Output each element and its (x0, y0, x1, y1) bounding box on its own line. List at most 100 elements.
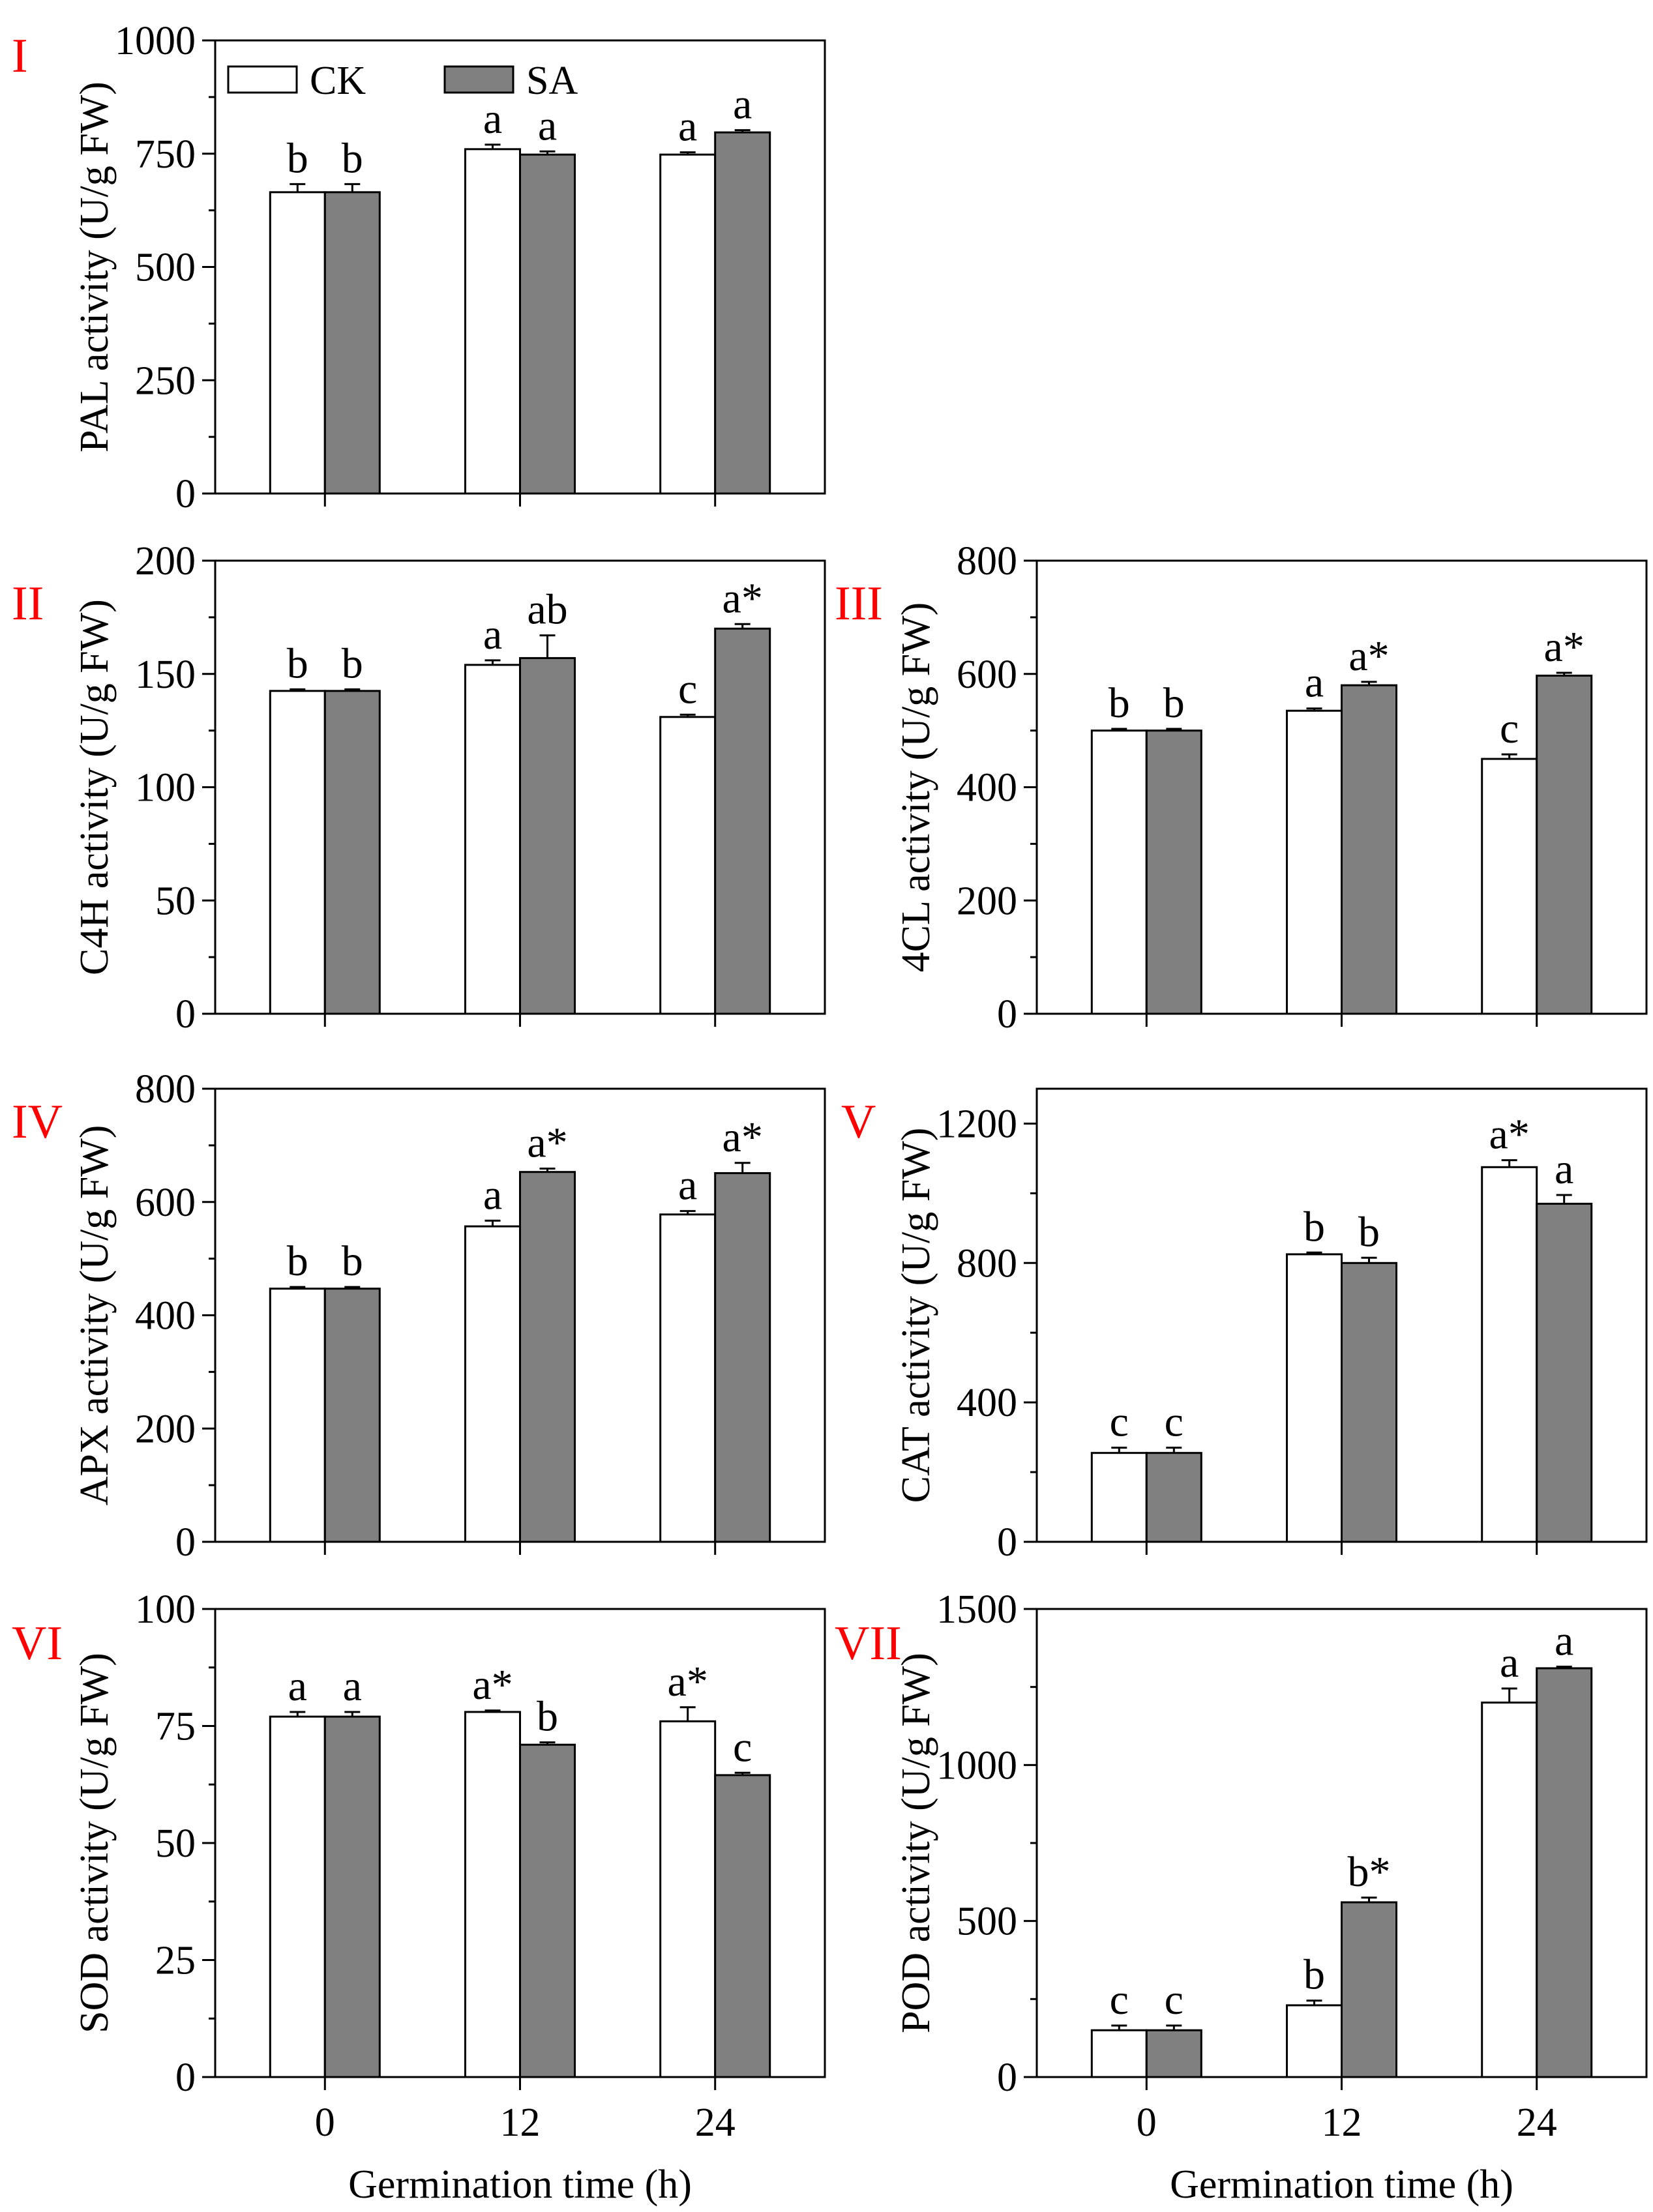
significance-label: b (1109, 679, 1130, 727)
panel-VII: VII 0 500 1000 1500 POD activity (U/g FW) 0 12 2… (835, 1587, 1648, 2207)
y-tick-label: 400 (957, 766, 1017, 810)
significance-label: ab (527, 586, 567, 634)
significance-label: b (1303, 1951, 1325, 1999)
significance-label: a* (1348, 632, 1389, 680)
y-axis-label: 4CL activity (U/g FW) (894, 602, 938, 973)
bar-sa-0 (1145, 2029, 1202, 2078)
significance-label: a (733, 81, 752, 128)
bar-sa-0 (323, 1288, 381, 1543)
significance-label: c (678, 665, 697, 713)
significance-label: c (1110, 1976, 1129, 2024)
bar-sa-12 (1341, 1901, 1397, 2078)
bar-ck-24 (659, 153, 717, 495)
legend: CK SA (227, 59, 578, 103)
bar-ck-12 (464, 664, 521, 1015)
y-tick-label: 200 (135, 1407, 196, 1451)
significance-label: c (733, 1723, 752, 1771)
bar-ck-12 (464, 1225, 521, 1543)
y-axis-label: CAT activity (U/g FW) (894, 1128, 938, 1503)
significance-label: b (287, 640, 308, 687)
bar-ck-12 (464, 148, 521, 495)
bar-sa-24 (1536, 674, 1593, 1015)
y-tick-label: 400 (135, 1294, 196, 1338)
panel-VI: VI 0 25 50 75 100 SOD activity (U/g FW) 0 12 24Ge… (12, 1587, 826, 2207)
x-tick-label: 12 (1322, 2101, 1362, 2145)
bar-sa-12 (519, 656, 576, 1015)
y-tick-label: 400 (957, 1381, 1017, 1425)
significance-label: a (1305, 659, 1324, 707)
y-tick-label: 0 (997, 992, 1017, 1037)
x-axis-label: Germination time (h) (348, 2162, 692, 2207)
y-tick-label: 1200 (936, 1102, 1017, 1147)
x-tick-label: 0 (1137, 2101, 1157, 2145)
bar-sa-0 (323, 191, 381, 495)
panel-label: IV (12, 1095, 63, 1149)
y-tick-label: 800 (135, 1067, 196, 1112)
significance-label: a (1555, 1145, 1573, 1193)
significance-label: a (1500, 1639, 1519, 1687)
significance-label: a (538, 102, 557, 149)
bar-ck-12 (1286, 1253, 1343, 1543)
panel-label: VII (835, 1617, 902, 1670)
bar-sa-12 (1341, 684, 1397, 1015)
y-tick-label: 0 (997, 1520, 1017, 1565)
y-tick-label: 250 (135, 359, 196, 403)
bar-ck-0 (269, 1288, 326, 1543)
y-tick-label: 50 (155, 1821, 196, 1866)
y-tick-label: 0 (175, 2056, 196, 2100)
bar-ck-24 (659, 1213, 717, 1543)
y-tick-label: 200 (135, 539, 196, 583)
bar-ck-12 (464, 1711, 521, 2078)
y-tick-label: 800 (957, 1241, 1017, 1286)
x-tick-label: 24 (1517, 2101, 1557, 2145)
bar-sa-12 (519, 1743, 576, 2078)
significance-label: b (287, 134, 308, 182)
y-axis-label: POD activity (U/g FW) (894, 1653, 938, 2033)
y-axis-label: PAL activity (U/g FW) (72, 81, 117, 452)
y-axis-label: C4H activity (U/g FW) (72, 599, 117, 975)
y-tick-label: 600 (957, 653, 1017, 697)
significance-label: b (1163, 679, 1185, 727)
bar-ck-0 (269, 1715, 326, 2078)
bar-ck-12 (1286, 2004, 1343, 2078)
x-tick-label: 12 (500, 2101, 541, 2145)
panel-label: III (835, 577, 883, 630)
bar-sa-12 (519, 153, 576, 495)
panel-label: I (12, 29, 28, 83)
bar-ck-24 (1481, 1702, 1538, 2078)
significance-label: a (483, 1171, 502, 1218)
y-tick-label: 1000 (115, 19, 196, 63)
bar-sa-0 (323, 690, 381, 1015)
bar-sa-12 (1341, 1261, 1397, 1543)
bar-ck-0 (1090, 2029, 1148, 2078)
bar-ck-0 (269, 690, 326, 1015)
significance-label: c (1110, 1398, 1129, 1446)
significance-label: a* (1489, 1111, 1530, 1158)
significance-label: b (1358, 1208, 1380, 1256)
bar-ck-0 (1090, 1452, 1148, 1543)
y-tick-label: 100 (135, 1587, 196, 1632)
significance-label: a* (722, 1113, 763, 1161)
x-tick-label: 0 (315, 2101, 335, 2145)
significance-label: a* (1544, 623, 1585, 671)
bar-ck-24 (1481, 758, 1538, 1015)
panel-IV: IV 0 200 400 600 800 APX activity (U/g FW) b a a b… (12, 1067, 826, 1565)
y-tick-label: 50 (155, 879, 196, 923)
significance-label: c (1500, 705, 1519, 752)
y-tick-label: 600 (135, 1181, 196, 1225)
significance-label: a (483, 95, 502, 143)
significance-label: b (537, 1693, 558, 1741)
significance-label: a (678, 103, 697, 151)
bar-sa-0 (1145, 730, 1202, 1015)
y-tick-label: 200 (957, 879, 1017, 923)
significance-label: b (342, 640, 363, 687)
bar-sa-24 (714, 627, 771, 1015)
panel-label: V (841, 1095, 876, 1149)
y-axis-label: APX activity (U/g FW) (72, 1125, 117, 1506)
y-tick-label: 150 (135, 653, 196, 697)
y-tick-label: 1000 (936, 1743, 1017, 1788)
significance-label: a (343, 1662, 362, 1710)
